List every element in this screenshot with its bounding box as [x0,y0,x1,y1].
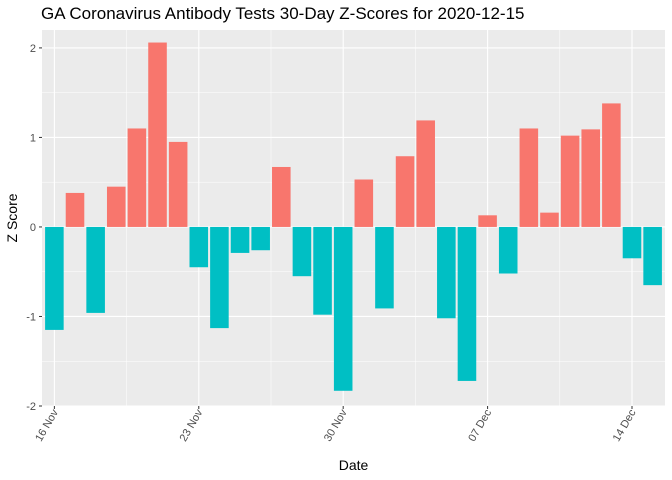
bar [333,226,353,391]
y-axis-title: Z Score [4,193,20,242]
bar [168,141,188,227]
bar [395,156,415,227]
x-tick-label: 30 Nov [322,407,350,444]
bar [127,128,147,227]
bar [375,226,394,309]
bar [251,226,270,251]
x-tick-label: 23 Nov [178,407,206,444]
bar [478,215,497,227]
x-tick-label: 16 Nov [33,407,61,444]
bar [643,226,662,286]
bar [540,212,559,227]
y-tick-label: 0 [30,222,36,234]
x-axis-title: Date [339,457,369,473]
bar [86,226,105,313]
y-tick-label: 1 [30,132,36,144]
bar [457,226,477,381]
bar [189,226,209,268]
chart-title: GA Coronavirus Antibody Tests 30-Day Z-S… [41,4,525,23]
minor-gridlines [42,30,665,406]
bar [230,226,250,253]
bar [498,226,518,274]
bar [416,120,435,227]
y-tick-label: -2 [26,401,36,413]
bar [519,128,539,227]
x-tick-label: 14 Dec [611,407,639,444]
bar [602,103,621,227]
bar [272,166,291,227]
y-tick-label: 2 [30,43,36,55]
bar [313,226,332,315]
bar [106,186,126,227]
bar [622,226,642,259]
y-axis: -2 -1 0 1 2 [26,43,42,413]
bar [292,226,312,277]
bars-group [45,42,662,391]
bar [148,42,167,227]
x-tick-label: 07 Dec [466,407,494,444]
bar [45,226,64,330]
bar [210,226,229,329]
bar [65,192,85,227]
bar [437,226,456,319]
x-axis: 16 Nov 23 Nov 30 Nov 07 Dec 14 Dec [33,406,639,444]
bar [581,129,601,227]
y-tick-label: -1 [26,311,36,323]
bar [560,135,580,227]
bar [354,179,374,227]
